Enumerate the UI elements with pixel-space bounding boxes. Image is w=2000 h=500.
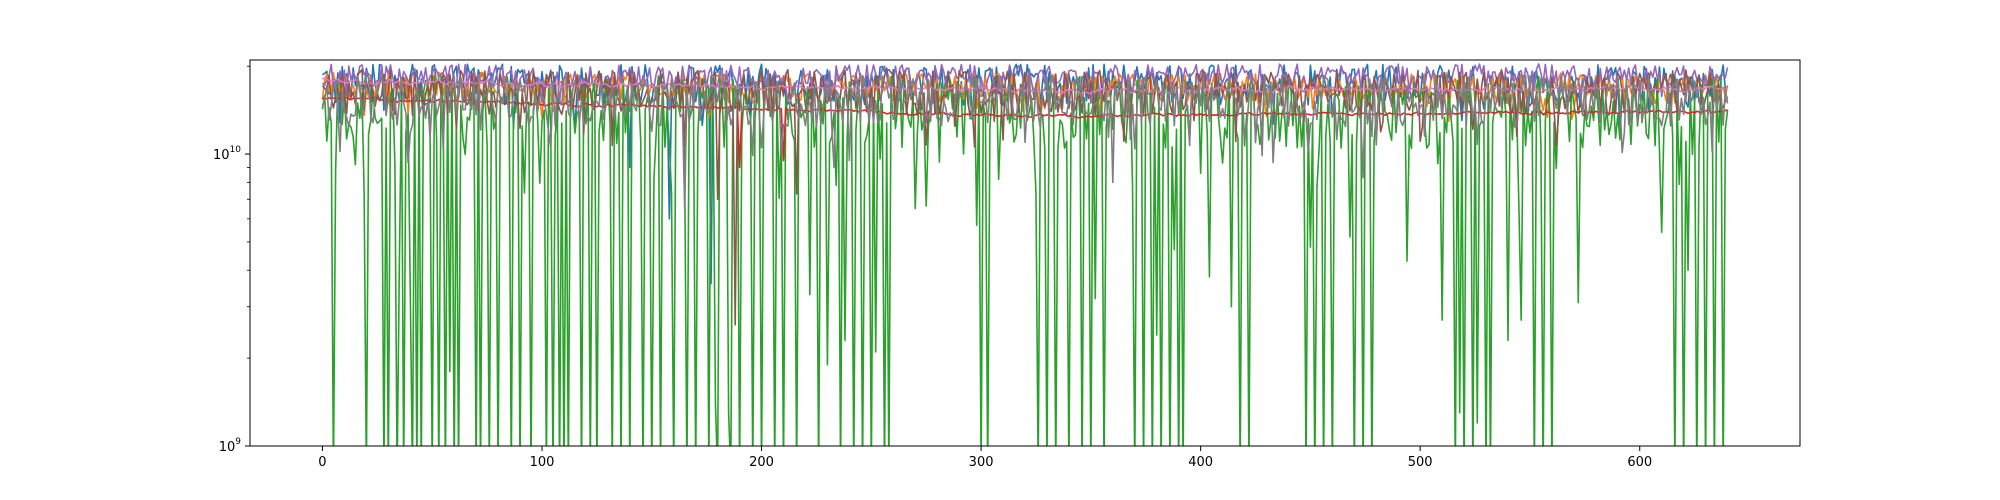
x-axis: 0 100 200 300 400 500 600 [318, 446, 1652, 470]
y-tick-label: 109 [219, 437, 242, 455]
series-layer [321, 63, 1729, 446]
x-tick-label: 500 [1408, 455, 1433, 470]
y-tick-label: 1010 [213, 145, 241, 163]
plot-frame [249, 59, 1801, 447]
x-tick-label: 300 [969, 455, 994, 470]
x-tick-label: 600 [1627, 455, 1652, 470]
series-line-8 [321, 74, 1729, 210]
x-tick-label: 400 [1188, 455, 1213, 470]
y-axis: 109 1010 [213, 65, 250, 455]
x-tick-label: 0 [318, 455, 326, 470]
x-tick-label: 200 [749, 455, 774, 470]
x-tick-label: 100 [530, 455, 555, 470]
series-line-5 [321, 63, 1729, 105]
